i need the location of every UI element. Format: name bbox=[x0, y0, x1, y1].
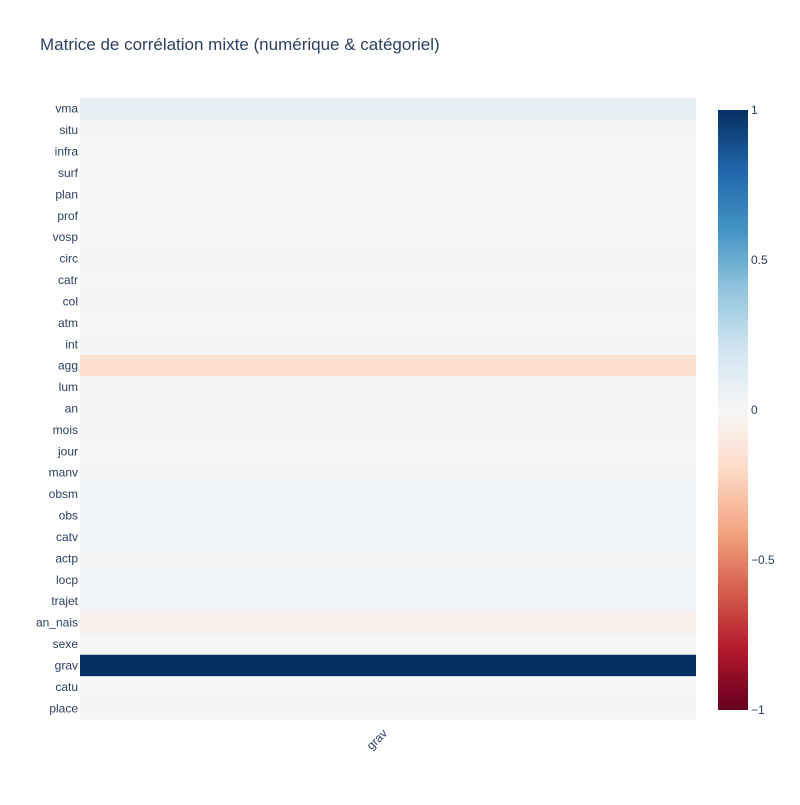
y-tick-label: mois bbox=[53, 423, 78, 437]
heatmap-cell bbox=[80, 376, 696, 399]
heatmap-cell bbox=[80, 290, 696, 313]
heatmap-cell bbox=[80, 569, 696, 592]
y-tick-label: place bbox=[49, 701, 78, 715]
heatmap-cell bbox=[80, 333, 696, 356]
heatmap-cell bbox=[80, 419, 696, 442]
heatmap-cell bbox=[80, 547, 696, 570]
y-tick-label: circ bbox=[59, 252, 78, 266]
y-tick-label: col bbox=[63, 294, 78, 308]
y-tick-label: grav bbox=[55, 658, 78, 672]
heatmap-cell bbox=[80, 483, 696, 506]
heatmap-cell bbox=[80, 247, 696, 270]
heatmap-cell bbox=[80, 611, 696, 634]
y-tick-label: obsm bbox=[49, 487, 78, 501]
y-tick-label: sexe bbox=[53, 637, 79, 651]
heatmap-cell bbox=[80, 354, 696, 377]
y-tick-label: jour bbox=[57, 444, 78, 458]
y-tick-label: locp bbox=[56, 573, 78, 587]
y-tick-label: surf bbox=[58, 166, 79, 180]
heatmap-cell bbox=[80, 119, 696, 142]
y-tick-label: situ bbox=[59, 123, 78, 137]
y-tick-label: catv bbox=[56, 530, 78, 544]
heatmap-cell bbox=[80, 397, 696, 420]
heatmap-cell bbox=[80, 676, 696, 699]
colorbar-tick-label: −0.5 bbox=[751, 553, 775, 567]
heatmap-cell bbox=[80, 526, 696, 549]
y-tick-label: obs bbox=[59, 509, 78, 523]
y-tick-label: actp bbox=[55, 551, 78, 565]
y-tick-label: vosp bbox=[53, 230, 79, 244]
heatmap-cell bbox=[80, 98, 696, 120]
heatmap-cell bbox=[80, 440, 696, 463]
y-tick-label: catu bbox=[55, 680, 78, 694]
heatmap-cell bbox=[80, 590, 696, 613]
y-tick-label: agg bbox=[58, 359, 78, 373]
y-tick-label: manv bbox=[49, 466, 78, 480]
y-tick-label: int bbox=[65, 337, 78, 351]
y-tick-label: atm bbox=[58, 316, 78, 330]
heatmap-cell bbox=[80, 269, 696, 292]
colorbar-tick-label: 1 bbox=[751, 103, 758, 117]
y-tick-label: an_nais bbox=[36, 616, 78, 630]
y-tick-label: trajet bbox=[51, 594, 78, 608]
colorbar bbox=[718, 110, 748, 710]
heatmap-cell bbox=[80, 462, 696, 484]
y-tick-label: catr bbox=[58, 273, 78, 287]
chart-title: Matrice de corrélation mixte (numérique … bbox=[40, 35, 440, 54]
heatmap-cells bbox=[80, 98, 696, 720]
y-tick-label: infra bbox=[55, 145, 79, 159]
y-tick-label: lum bbox=[59, 380, 78, 394]
heatmap-cell bbox=[80, 140, 696, 163]
colorbar-tick-label: −1 bbox=[751, 703, 765, 717]
y-tick-label: vma bbox=[55, 102, 78, 116]
heatmap-cell bbox=[80, 633, 696, 656]
y-tick-label: plan bbox=[55, 187, 78, 201]
colorbar-tick-label: 0.5 bbox=[751, 253, 768, 267]
y-tick-labels: vma situ infra surf plan prof vosp circ catr col a… bbox=[36, 102, 79, 716]
y-tick-label: prof bbox=[57, 209, 78, 223]
heatmap-cell bbox=[80, 162, 696, 185]
y-tick-label: an bbox=[65, 402, 78, 416]
heatmap-cell bbox=[80, 697, 696, 720]
heatmap-cell bbox=[80, 312, 696, 335]
heatmap-cell bbox=[80, 183, 696, 206]
heatmap-cell bbox=[80, 226, 696, 249]
x-tick-label: grav bbox=[364, 726, 390, 752]
heatmap-cell bbox=[80, 654, 696, 677]
heatmap-cell bbox=[80, 504, 696, 527]
colorbar-tick-label: 0 bbox=[751, 403, 758, 417]
x-tick-labels: grav bbox=[364, 726, 390, 752]
colorbar-ticks: 1 0.5 0 −0.5 −1 bbox=[751, 103, 775, 717]
heatmap-cell bbox=[80, 205, 696, 227]
